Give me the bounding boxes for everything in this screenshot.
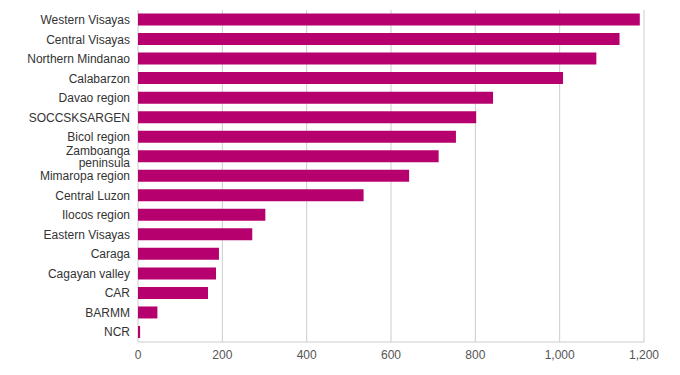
svg-text:400: 400 xyxy=(297,348,317,362)
svg-text:600: 600 xyxy=(381,348,401,362)
svg-text:SOCCSKSARGEN: SOCCSKSARGEN xyxy=(29,111,130,125)
svg-text:800: 800 xyxy=(465,348,485,362)
svg-text:Caraga: Caraga xyxy=(91,247,131,261)
svg-text:Central Visayas: Central Visayas xyxy=(46,33,130,47)
svg-text:Ilocos region: Ilocos region xyxy=(62,208,130,222)
svg-text:NCR: NCR xyxy=(104,325,130,339)
svg-text:BARMM: BARMM xyxy=(85,306,130,320)
svg-text:1,000: 1,000 xyxy=(545,348,575,362)
svg-text:Davao region: Davao region xyxy=(59,91,130,105)
svg-text:Mimaropa region: Mimaropa region xyxy=(40,169,130,183)
svg-text:Calabarzon: Calabarzon xyxy=(69,72,130,86)
svg-text:Zamboangapeninsula: Zamboangapeninsula xyxy=(66,144,130,170)
svg-text:1,200: 1,200 xyxy=(629,348,659,362)
svg-text:Eastern Visayas: Eastern Visayas xyxy=(44,228,131,242)
svg-text:0: 0 xyxy=(135,348,142,362)
svg-text:Western Visayas: Western Visayas xyxy=(40,13,130,27)
svg-text:CAR: CAR xyxy=(105,286,131,300)
svg-text:200: 200 xyxy=(212,348,232,362)
svg-text:Central Luzon: Central Luzon xyxy=(55,189,130,203)
svg-text:Bicol region: Bicol region xyxy=(67,130,130,144)
svg-text:Northern Mindanao: Northern Mindanao xyxy=(27,52,130,66)
svg-text:Cagayan valley: Cagayan valley xyxy=(48,267,130,281)
